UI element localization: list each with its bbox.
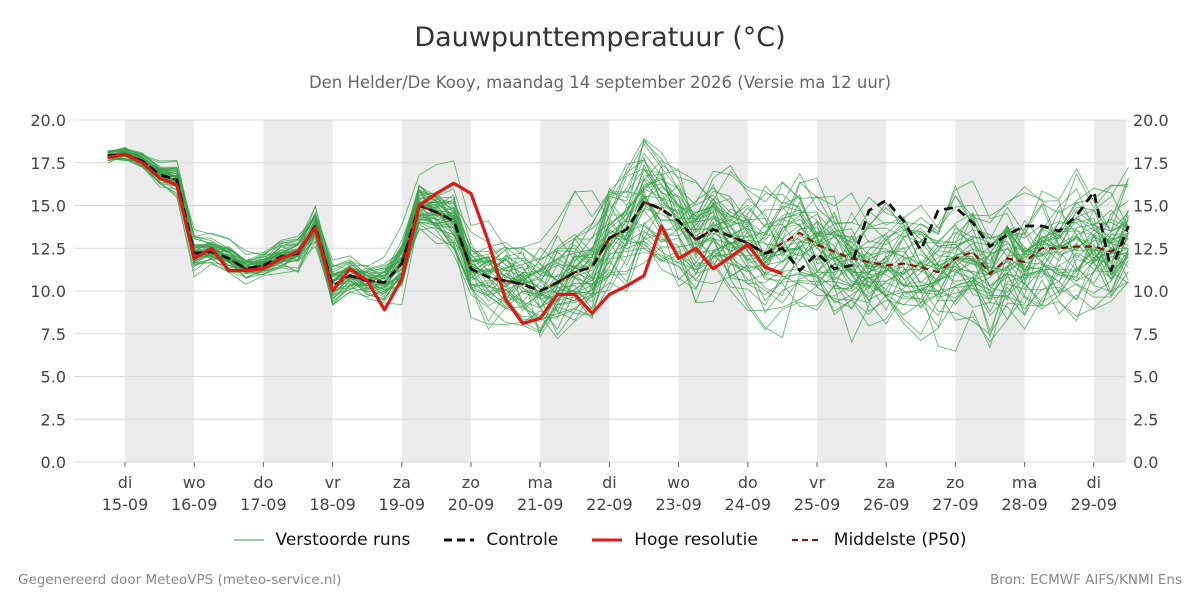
perturbed-run-line [107, 157, 1129, 343]
legend-item-perturbed[interactable]: Verstoorde runs [233, 530, 411, 550]
x-tick-day: ma [1012, 473, 1037, 492]
legend-swatch-hires [592, 538, 623, 542]
control-line [107, 152, 1130, 293]
perturbed-run-line [107, 158, 1129, 336]
perturbed-run-line [107, 152, 1129, 327]
y-tick-label-right: 17.5 [1133, 154, 1169, 173]
x-tick-day: zo [946, 473, 964, 492]
x-tick-date: 26-09 [863, 495, 910, 514]
perturbed-run-line [107, 152, 1129, 330]
x-tick-date: 17-09 [240, 495, 287, 514]
hires-line [107, 152, 783, 326]
y-axis-right: 0.0 2.5 5.0 7.5 10.0 12.5 15.0 17.5 20.0 [1133, 111, 1169, 472]
perturbed-run-line [107, 154, 1129, 298]
y-tick-label-left: 7.5 [41, 325, 66, 344]
chart-subtitle: Den Helder/De Kooy, maandag 14 september… [308, 73, 892, 92]
legend-label-hires: Hoge resolutie [634, 530, 758, 550]
x-tick-day: za [393, 473, 411, 492]
y-tick-label-right: 2.5 [1133, 410, 1158, 429]
x-tick-day: di [602, 473, 617, 492]
x-tick-day: za [877, 473, 895, 492]
perturbed-run-line [107, 148, 1129, 317]
legend-label-median: Middelste (P50) [833, 530, 967, 550]
x-tick-day: wo [667, 473, 690, 492]
perturbed-run-line [107, 156, 1129, 330]
x-tick-date: 16-09 [171, 495, 218, 514]
y-tick-label-left: 5.0 [41, 368, 66, 387]
x-tick-date: 23-09 [655, 495, 702, 514]
perturbed-run-line [107, 151, 1129, 309]
y-tick-label-left: 17.5 [30, 154, 66, 173]
legend-item-median[interactable]: Middelste (P50) [791, 530, 967, 550]
perturbed-run-line [107, 152, 1129, 320]
perturbed-run-line [107, 148, 1129, 303]
main-series-group [107, 152, 1130, 326]
legend: Verstoorde runs Controle Hoge resolutie … [0, 530, 1200, 550]
x-tick-day: do [253, 473, 273, 492]
x-tick-date: 24-09 [725, 495, 772, 514]
footer-generator: Gegenereerd door MeteoVPS (meteo-service… [18, 572, 342, 588]
x-tick-day: zo [462, 473, 480, 492]
legend-swatch-control [444, 538, 475, 542]
x-tick-day: wo [183, 473, 206, 492]
y-tick-label-right: 0.0 [1133, 453, 1158, 472]
x-tick-day: do [738, 473, 758, 492]
y-tick-label-left: 20.0 [30, 111, 66, 130]
y-tick-label-left: 15.0 [30, 197, 66, 216]
y-tick-label-left: 0.0 [41, 453, 66, 472]
y-tick-label-left: 12.5 [30, 239, 66, 258]
perturbed-run-line [107, 151, 1129, 290]
x-tick-date: 28-09 [1001, 495, 1048, 514]
y-tick-label-right: 5.0 [1133, 368, 1158, 387]
y-tick-label-left: 10.0 [30, 282, 66, 301]
y-tick-label-right: 15.0 [1133, 197, 1169, 216]
x-tick-date: 21-09 [517, 495, 564, 514]
legend-label-control: Controle [486, 530, 559, 550]
x-tick-day: vr [325, 473, 341, 492]
legend-swatch-perturbed [233, 539, 264, 541]
x-tick-date: 18-09 [309, 495, 356, 514]
perturbed-run-line [107, 143, 1129, 339]
y-tick-label-left: 2.5 [41, 410, 66, 429]
x-tick-date: 25-09 [794, 495, 841, 514]
grid-lines [74, 119, 1126, 463]
chart-title: Dauwpunttemperatuur (°C) [414, 22, 786, 53]
perturbed-run-line [107, 149, 1129, 297]
x-tick-date: 29-09 [1071, 495, 1118, 514]
y-axis-left: 0.0 2.5 5.0 7.5 10.0 12.5 15.0 17.5 20.0 [30, 111, 66, 472]
footer-source: Bron: ECMWF AIFS/KNMI Ens [989, 572, 1182, 588]
x-tick-date: 22-09 [586, 495, 633, 514]
x-tick-date: 15-09 [102, 495, 149, 514]
x-tick-date: 19-09 [379, 495, 426, 514]
y-tick-label-right: 10.0 [1133, 282, 1169, 301]
x-tick-date: 27-09 [932, 495, 979, 514]
legend-swatch-median [791, 539, 822, 541]
y-tick-label-right: 12.5 [1133, 239, 1169, 258]
legend-label-perturbed: Verstoorde runs [275, 530, 411, 550]
x-tick-day: di [1086, 473, 1101, 492]
y-tick-label-right: 7.5 [1133, 325, 1158, 344]
x-tick-day: di [118, 473, 133, 492]
y-tick-label-right: 20.0 [1133, 111, 1169, 130]
x-tick-day: ma [528, 473, 553, 492]
legend-item-control[interactable]: Controle [444, 530, 558, 550]
x-tick-date: 20-09 [448, 495, 495, 514]
x-axis: di 15-09 wo 16-09 do 17-09 vr 18-09 za 19-09 zo 20-… [102, 462, 1117, 514]
legend-item-hires[interactable]: Hoge resolutie [592, 530, 758, 550]
x-tick-day: vr [809, 473, 825, 492]
